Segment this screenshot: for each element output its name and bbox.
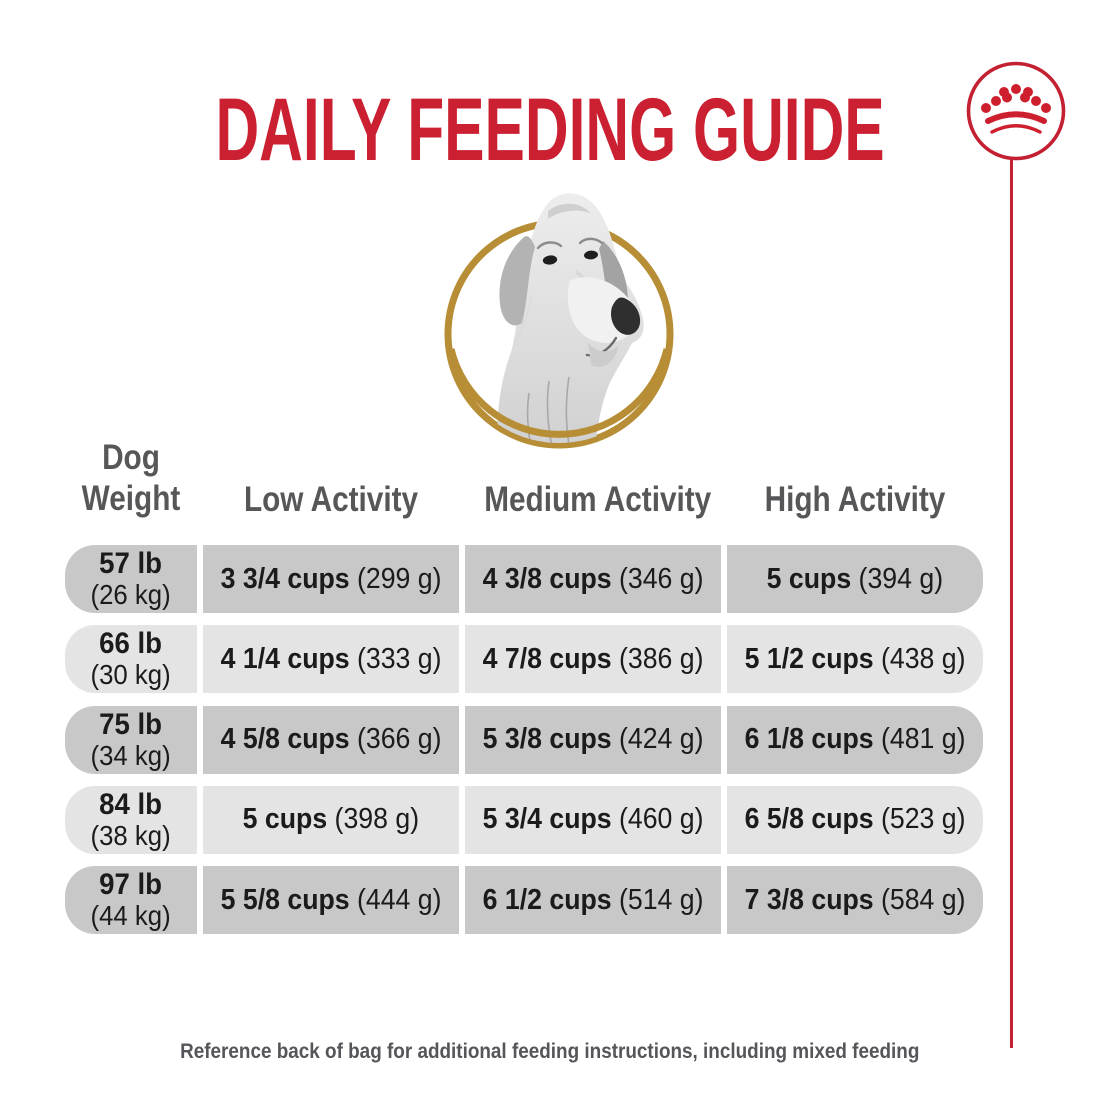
vertical-divider-line — [1010, 160, 1013, 1048]
medium-activity-cell: 4 3/8 cups (346 g) — [465, 545, 721, 613]
high-activity-cell: 7 3/8 cups (584 g) — [727, 866, 983, 935]
weight-cell: 66 lb (30 kg) — [65, 625, 197, 694]
low-activity-cell: 4 5/8 cups (366 g) — [203, 705, 459, 774]
header-dog-weight-line2: Weight — [81, 479, 181, 518]
weight-cell: 84 lb (38 kg) — [65, 785, 197, 854]
table-row: 84 lb (38 kg) 5 cups (398 g) 5 3/4 cups (46… — [0, 785, 1100, 854]
high-activity-cell: 5 cups (394 g) — [727, 545, 983, 613]
column-header-low-activity: Low Activity — [243, 480, 419, 519]
table-row: 75 lb (34 kg) 4 5/8 cups (366 g) 5 3/8 cup… — [0, 705, 1100, 774]
high-activity-cell: 6 5/8 cups (523 g) — [727, 785, 983, 854]
table-row: 66 lb (30 kg) 4 1/4 cups (333 g) 4 7/8 cup… — [0, 625, 1100, 694]
low-activity-cell: 4 1/4 cups (333 g) — [203, 625, 459, 694]
medium-activity-cell: 6 1/2 cups (514 g) — [465, 866, 721, 935]
weight-cell: 97 lb (44 kg) — [65, 866, 197, 935]
column-header-high-activity: High Activity — [764, 480, 946, 519]
medium-activity-cell: 5 3/8 cups (424 g) — [465, 705, 721, 774]
table-row: 97 lb (44 kg) 5 5/8 cups (444 g) 6 1/2 cup… — [0, 866, 1100, 935]
column-header-dog-weight: Dog Weight — [75, 437, 187, 519]
table-row: 57 lb (26 kg) 3 3/4 cups (299 g) 4 3/8 cup… — [0, 545, 1100, 613]
low-activity-cell: 5 cups (398 g) — [203, 785, 459, 854]
page-title: DAILY FEEDING GUIDE — [215, 79, 885, 179]
gold-ring-front-arc — [447, 348, 671, 438]
header-dog-weight-line1: Dog — [102, 438, 160, 477]
labrador-photo-medallion — [444, 193, 674, 449]
high-activity-cell: 5 1/2 cups (438 g) — [727, 625, 983, 694]
dog-illustration — [497, 193, 644, 443]
medium-activity-cell: 5 3/4 cups (460 g) — [465, 785, 721, 854]
column-header-medium-activity: Medium Activity — [484, 480, 712, 519]
footer-row: Reference back of bag for additional fee… — [0, 1040, 1100, 1064]
medium-activity-cell: 4 7/8 cups (386 g) — [465, 625, 721, 694]
low-activity-cell: 3 3/4 cups (299 g) — [203, 545, 459, 613]
weight-cell: 75 lb (34 kg) — [65, 705, 197, 774]
low-activity-cell: 5 5/8 cups (444 g) — [203, 866, 459, 935]
royal-canin-crown-icon — [966, 61, 1066, 161]
weight-cell: 57 lb (26 kg) — [65, 545, 197, 613]
footer-note: Reference back of bag for additional fee… — [180, 1040, 920, 1063]
feeding-table: 57 lb (26 kg) 3 3/4 cups (299 g) 4 3/8 cup… — [0, 545, 1100, 935]
high-activity-cell: 6 1/8 cups (481 g) — [727, 705, 983, 774]
title-row: DAILY FEEDING GUIDE — [0, 78, 1100, 181]
